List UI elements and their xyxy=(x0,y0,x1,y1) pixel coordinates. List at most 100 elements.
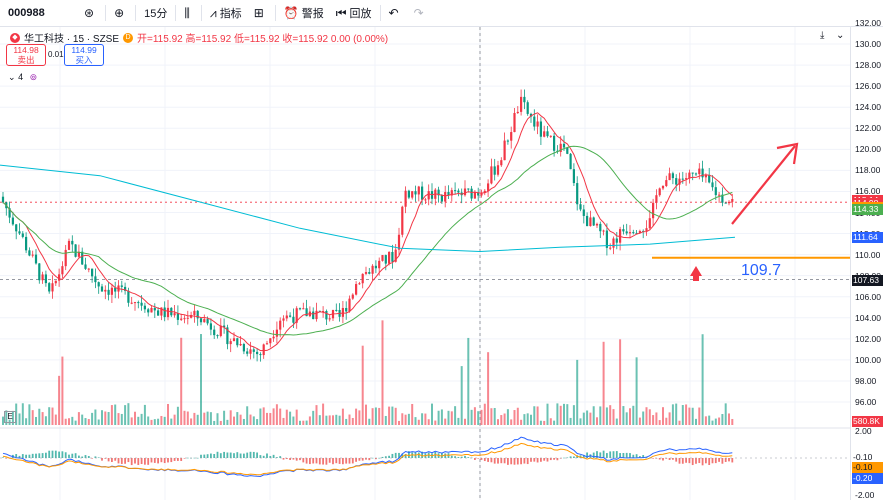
volume-bar xyxy=(348,414,351,425)
top-toolbar: 000988 ⊛ ⊕ 15分 ⫼ ⩘ 指标 ⊞ ⏰ 警报 ⏮ 回放 ↶ ↷ xyxy=(0,0,883,27)
volume-bar xyxy=(233,416,235,425)
candle-body xyxy=(143,305,146,310)
candle-body xyxy=(444,192,447,202)
macd-histogram-bar xyxy=(31,453,34,458)
volume-bar xyxy=(44,416,47,425)
price-axis[interactable]: 132.00 130.00 128.00 126.00 124.00 122.00 120.… xyxy=(850,18,883,500)
candle-body xyxy=(180,318,183,320)
candle-body xyxy=(394,249,397,262)
volume-bar xyxy=(638,417,641,425)
volume-bar xyxy=(180,337,183,425)
compare-button[interactable]: ⊕ xyxy=(108,0,133,26)
candle-body xyxy=(602,230,605,232)
volume-marker[interactable]: E xyxy=(4,411,16,423)
macd-histogram-bar xyxy=(619,453,621,458)
volume-bar xyxy=(305,420,308,425)
candle-body xyxy=(127,290,130,303)
volume-bar xyxy=(576,359,579,425)
candle-body xyxy=(467,188,470,190)
interval-button[interactable]: 15分 xyxy=(138,0,173,26)
undo-button[interactable]: ↶ xyxy=(383,0,408,26)
candle-body xyxy=(41,274,44,281)
sell-price: 114.98 xyxy=(13,45,39,55)
chart-type-button[interactable]: ⫼ xyxy=(178,0,199,26)
macd-histogram-bar xyxy=(45,452,47,458)
buy-button[interactable]: 114.99 买入 xyxy=(64,44,104,66)
candle-body xyxy=(661,185,665,189)
macd-histogram-bar xyxy=(226,452,229,458)
volume-bar xyxy=(157,418,160,425)
macd-histogram-bar xyxy=(464,455,466,458)
candle-body xyxy=(107,289,110,295)
indicator-count: 4 xyxy=(18,72,24,82)
volume-bar xyxy=(490,408,493,425)
symbol-search[interactable]: 000988 xyxy=(0,0,78,26)
candle-body xyxy=(226,327,229,345)
volume-bar xyxy=(691,407,694,425)
indicators-button[interactable]: ⩘ 指标 xyxy=(204,0,248,26)
candle-body xyxy=(437,189,440,196)
volume-bar xyxy=(487,352,490,425)
macd-histogram-bar xyxy=(361,458,364,461)
candle-body xyxy=(160,307,163,316)
alert-button[interactable]: ⏰ 警报 xyxy=(278,0,330,26)
candle-body xyxy=(595,223,599,226)
trend-arrow-head xyxy=(776,142,799,165)
replay-button[interactable]: ⏮ 回放 xyxy=(330,0,378,26)
candle-body xyxy=(335,309,338,311)
search-icon-button[interactable]: ⊛ xyxy=(78,0,103,26)
candle-body xyxy=(487,183,490,191)
price-tick-label: 106.00 xyxy=(855,291,881,302)
macd-histogram-bar xyxy=(444,453,447,458)
chart-pane[interactable] xyxy=(0,22,850,500)
volume-bar xyxy=(68,418,70,425)
macd-tick-label: 2.00 xyxy=(855,426,872,436)
indicator-toggle[interactable]: ⌄ 4 ⊚ xyxy=(8,72,37,83)
volume-bar xyxy=(391,406,394,425)
candle-body xyxy=(364,272,368,274)
volume-bar xyxy=(216,413,219,425)
indicators-icon: ⩘ xyxy=(209,5,217,20)
redo-button[interactable]: ↷ xyxy=(408,0,433,26)
volume-bar xyxy=(54,414,57,425)
volume-bar xyxy=(596,417,598,425)
sell-button[interactable]: 114.98 卖出 xyxy=(6,44,46,66)
candle-body xyxy=(671,173,674,179)
macd-histogram-bar xyxy=(233,453,235,458)
candle-body xyxy=(368,272,371,274)
volume-bar xyxy=(74,420,77,425)
candle-body xyxy=(199,318,203,323)
candle-body xyxy=(163,307,166,318)
macd-histogram-bar xyxy=(295,458,298,461)
price-tag-label: 114.33 xyxy=(852,204,883,216)
volume-bar xyxy=(91,412,94,425)
level-annotation[interactable]: 109.7 xyxy=(741,262,782,279)
volume-bar xyxy=(176,406,179,425)
volume-tag-label: 580.8K xyxy=(852,416,883,427)
volume-bar xyxy=(688,407,691,425)
volume-bar xyxy=(107,412,110,425)
volume-bar xyxy=(513,410,516,425)
volume-bar xyxy=(556,403,559,425)
more-icon[interactable]: ⌄ xyxy=(836,30,845,41)
volume-bar xyxy=(209,412,212,425)
macd-histogram-bar xyxy=(681,458,684,464)
chart-canvas[interactable] xyxy=(0,22,850,500)
macd-histogram-bar xyxy=(652,458,654,459)
layout-button[interactable]: ⊞ xyxy=(248,0,273,26)
volume-bar xyxy=(262,407,265,425)
candle-body xyxy=(371,265,374,274)
price-tick-label: 110.00 xyxy=(855,249,881,260)
volume-bar xyxy=(137,416,140,425)
macd-histogram-bar xyxy=(474,458,476,460)
volume-bar xyxy=(104,411,107,425)
candle-body xyxy=(97,282,100,287)
macd-histogram-bar xyxy=(144,458,146,465)
macd-histogram-bar xyxy=(394,452,397,458)
macd-histogram-bar xyxy=(266,453,268,458)
volume-bar xyxy=(345,418,348,425)
download-icon[interactable]: ⤓ xyxy=(820,30,825,41)
macd-histogram-bar xyxy=(533,458,536,462)
chart-legend: ◆ 华工科技 · 15 · SZSE D 开=115.92 高=115.92 低… xyxy=(6,30,388,45)
volume-bar xyxy=(252,416,255,425)
